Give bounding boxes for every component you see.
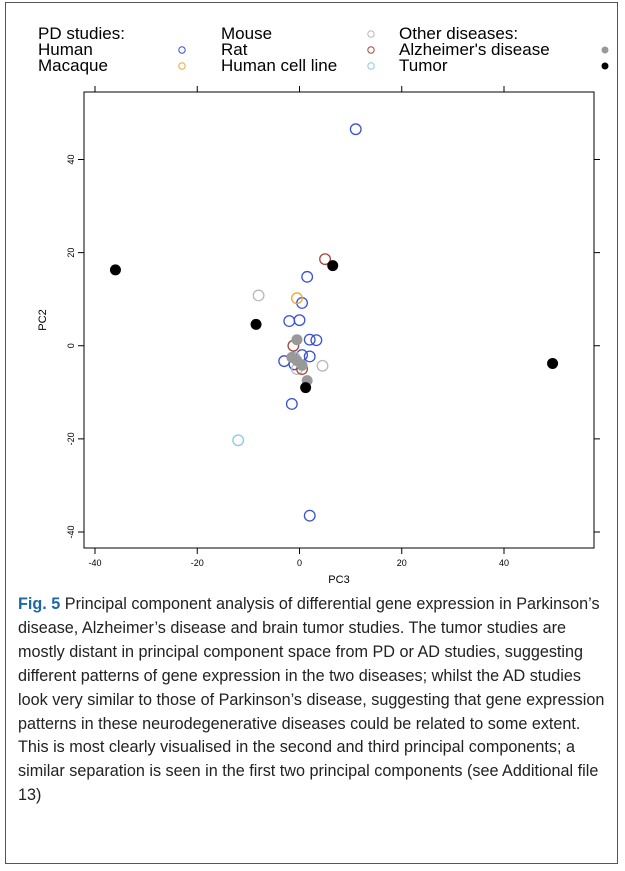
data-point-human (310, 334, 323, 347)
legend-label-human: Human (38, 40, 93, 59)
data-point-mouse (316, 359, 329, 372)
data-point-human (301, 270, 314, 283)
plot-area (83, 91, 595, 549)
figure-caption: Fig. 5 Principal component analysis of d… (18, 593, 610, 808)
figure-label: Fig. 5 (18, 595, 61, 613)
data-point-human (293, 314, 306, 327)
y-tick-label: -20 (66, 432, 76, 445)
data-point-human (303, 333, 316, 346)
data-point-alzheimer-s-disease (291, 334, 303, 346)
legend-symbol-rat (367, 46, 375, 54)
legend-label-mouse: Mouse (221, 24, 272, 43)
legend-symbol-human-cell-line (367, 62, 375, 70)
y-tick-label: 0 (66, 343, 76, 348)
data-point-human (283, 315, 296, 328)
legend-label-rat: Rat (221, 40, 248, 59)
y-tick-label: 40 (66, 154, 76, 164)
figure-frame (5, 2, 618, 864)
legend-symbol-alzheimer-s-disease (601, 46, 609, 54)
x-tick-label: 40 (499, 558, 509, 568)
x-tick-label: -40 (88, 558, 101, 568)
x-axis-label: PC3 (328, 574, 349, 586)
data-point-macaque (290, 292, 303, 305)
y-tick-label: -40 (66, 525, 76, 538)
x-tick-label: 20 (397, 558, 407, 568)
data-point-tumor (327, 260, 339, 272)
legend-symbol-mouse (367, 30, 375, 38)
data-point-alzheimer-s-disease (291, 355, 303, 367)
legend-label-alzheimers: Alzheimer's disease (399, 40, 550, 59)
x-tick-label: -20 (191, 558, 204, 568)
legend-label-macaque: Macaque (38, 56, 108, 75)
data-point-human-cell-line (232, 434, 245, 447)
x-tick-label: 0 (297, 558, 302, 568)
legend: PD studies: Human Macaque Mouse Rat Huma… (38, 24, 609, 75)
data-point-tumor (300, 382, 312, 394)
data-point-human (285, 398, 298, 410)
y-tick-label: 20 (66, 248, 76, 258)
y-axis-label: PC2 (37, 309, 49, 330)
data-point-tumor (109, 264, 121, 276)
data-point-mouse (252, 289, 265, 302)
data-point-tumor (547, 357, 559, 369)
data-point-human (349, 123, 362, 136)
pca-scatter-chart: PD studies: Human Macaque Mouse Rat Huma… (37, 24, 609, 586)
data-point-tumor (250, 318, 262, 330)
legend-label-tumor: Tumor (399, 56, 448, 75)
legend-symbol-macaque (178, 62, 186, 70)
data-point-human (303, 509, 316, 522)
data-point-human (303, 350, 316, 363)
legend-symbol-human (178, 46, 186, 54)
data-point-rat (319, 253, 332, 266)
legend-header-other: Other diseases: (399, 24, 518, 43)
legend-label-human-cell-line: Human cell line (221, 56, 337, 75)
legend-symbol-tumor (601, 62, 609, 70)
legend-header-pd: PD studies: (38, 24, 125, 43)
caption-text: Principal component analysis of differen… (18, 595, 605, 805)
